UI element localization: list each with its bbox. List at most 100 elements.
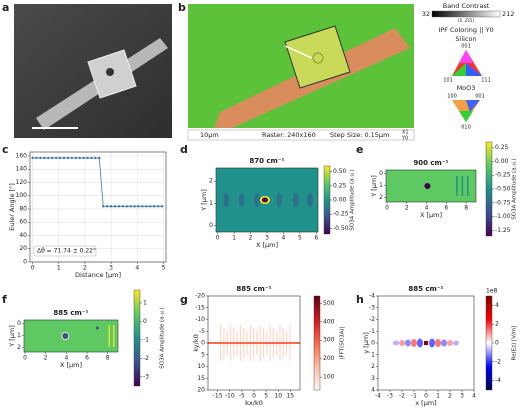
marker [98, 156, 101, 160]
annotation-box [33, 245, 97, 257]
y-tick-label: 10 [197, 363, 205, 370]
panel-label: g [180, 293, 188, 306]
y-tick-label: 0 [379, 170, 383, 177]
x-tick-label: 0 [31, 265, 35, 272]
axis-y: Y0 [401, 136, 408, 142]
legend-title: Band Contrast [443, 2, 490, 10]
y-tick-label: 1 [17, 332, 21, 339]
heatmap-feature [435, 339, 441, 347]
chart-title: 885 cm⁻¹ [408, 285, 443, 293]
colorbar-tick-label: -2 [143, 355, 149, 362]
x-tick-label: 3 [265, 235, 269, 242]
y-tick-label: 2 [379, 194, 383, 201]
y-tick-label: 20 [197, 387, 205, 394]
y-tick-label: -10 [195, 316, 205, 323]
plot-frame [23, 319, 119, 353]
colorbar-label: Re(Ez) [V/m] [512, 326, 518, 361]
x-tick-label: 4 [425, 205, 429, 212]
x-tick-label: 0 [424, 393, 428, 400]
heatmap-feature [417, 338, 423, 348]
axis-x: X1 [402, 130, 409, 136]
marker [31, 156, 34, 160]
x-axis-label: X [µm] [60, 361, 82, 369]
x-tick-label: 0 [23, 355, 27, 362]
colorbar-label: SO3A Amplitude (a.u.) [160, 307, 166, 368]
heatmap-feature [441, 339, 447, 347]
y-axis-label: Y [µm] [370, 175, 378, 198]
y-axis-label: Y [µm] [200, 189, 208, 212]
colorbar-tick-label: 300 [323, 337, 335, 344]
y-axis-label: Y [µm] [8, 325, 16, 348]
x-tick-label: 6 [444, 205, 448, 212]
marker [137, 205, 140, 208]
x-axis-label: Distance [µm] [75, 271, 121, 279]
x-tick-label: -15 [213, 393, 223, 400]
y-tick-label: 100 [16, 192, 28, 199]
x-tick-label: -2 [399, 393, 405, 400]
bc-range: [0..255] [458, 18, 474, 23]
colorbar-tick-label: 0.00 [495, 158, 509, 165]
y-tick-label: 1 [209, 200, 213, 207]
y-tick-label: 160 [16, 152, 28, 159]
panel-label: c [2, 143, 9, 156]
colorbar-tick-label: -4 [495, 377, 501, 384]
x-axis-label: kx/k0 [245, 399, 263, 407]
line [32, 157, 163, 207]
heatmap-feature [306, 193, 313, 207]
y-axis-label: ky/k0 [192, 334, 200, 351]
x-tick-label: 2 [448, 393, 452, 400]
colorbar [485, 141, 493, 237]
colorbar [313, 295, 321, 391]
plot-frame [215, 167, 319, 233]
heatmap-feature [456, 176, 458, 196]
x-tick-label: 5 [298, 235, 302, 242]
heatmap-feature [447, 340, 453, 346]
marker [47, 156, 50, 160]
colorbar-tick-label: -2 [495, 358, 501, 365]
si-triangle-part [459, 50, 473, 63]
colorbar-label: |FFT(SO3A)| [340, 327, 346, 360]
si-001: 001 [461, 44, 471, 50]
marker [58, 156, 62, 160]
y-tick-label: -4 [369, 293, 375, 300]
defect [312, 52, 324, 64]
colorbar-tick-label: -0.25 [495, 172, 511, 179]
marker [156, 205, 160, 208]
y-tick-label: 2 [17, 344, 21, 351]
heatmap-feature [399, 340, 405, 346]
marker [66, 156, 70, 160]
y-tick-label: -5 [199, 328, 205, 335]
si-111: 111 [481, 78, 491, 84]
y-tick-label: -20 [195, 293, 205, 300]
x-tick-label: -5 [239, 393, 245, 400]
colorbar-tick-label: -3 [143, 373, 149, 380]
heatmap-feature [113, 325, 115, 347]
x-tick-label: 15 [286, 393, 294, 400]
colorbar-label: SO3A Amplitude (a.u.) [512, 158, 518, 219]
x-tick-label: 0 [252, 393, 256, 400]
plot-frame [207, 295, 301, 391]
colorbar-tick-label: -1.00 [495, 213, 511, 220]
panel-label: h [356, 293, 364, 306]
colorbar-offset: 1e8 [486, 288, 498, 295]
heatmap-feature [261, 197, 268, 203]
marker [153, 205, 156, 208]
y-tick-label: -15 [195, 304, 205, 311]
y-tick-label: 120 [16, 179, 28, 186]
scale-text: 10µm [200, 131, 219, 139]
colorbar-tick-label: -1 [143, 336, 149, 343]
y-tick-label: 80 [19, 205, 27, 212]
marker [90, 156, 93, 160]
annotation: Δθ = 71.74 ± 0.22° [37, 248, 96, 255]
x-tick-label: 8 [464, 205, 468, 212]
si-triangle-part [452, 63, 466, 76]
heatmap-field [24, 320, 118, 352]
panel-label: b [178, 1, 186, 14]
x-tick-label: 8 [106, 355, 110, 362]
x-axis-label: X [µm] [256, 241, 278, 249]
x-tick-label: 2 [83, 265, 87, 272]
heatmap-feature [61, 332, 70, 340]
marker [94, 156, 97, 160]
y-tick-label: -1 [369, 328, 375, 335]
